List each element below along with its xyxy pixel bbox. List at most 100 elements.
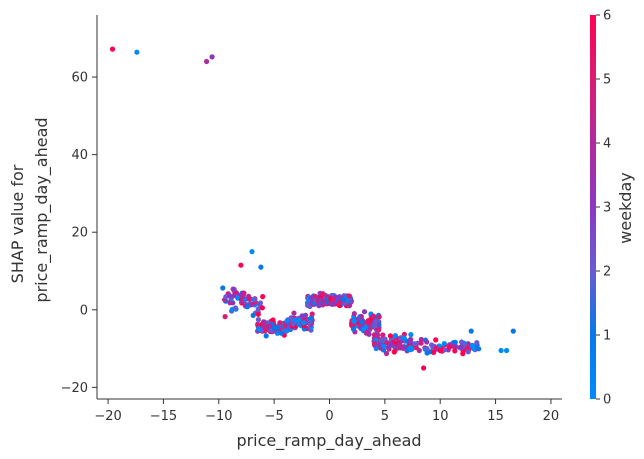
scatter-point (476, 346, 482, 352)
scatter-point (290, 321, 296, 327)
scatter-point-outlier (209, 54, 215, 60)
x-tick-label: 10 (432, 409, 449, 424)
scatter-point (330, 296, 336, 303)
x-tick-label: −10 (205, 409, 232, 424)
colorbar-title: weekday (616, 172, 635, 243)
scatter-point (308, 295, 314, 301)
scatter-point-outlier (204, 58, 210, 65)
scatter-point (277, 320, 283, 326)
scatter-point (363, 330, 369, 336)
scatter-point (382, 336, 388, 342)
scatter-point (244, 304, 250, 310)
scatter-point (330, 301, 336, 307)
scatter-point (365, 320, 371, 326)
scatter-point (408, 332, 414, 338)
scatter-point (284, 318, 290, 324)
scatter-point (391, 349, 397, 355)
scatter-point (347, 302, 353, 308)
colorbar-tick-label: 1 (603, 329, 611, 344)
scatter-point-outlier (504, 347, 510, 354)
scatter-point (424, 339, 430, 345)
scatter-point (250, 312, 256, 318)
scatter-point (351, 318, 357, 324)
x-tick-label: 15 (487, 409, 504, 424)
scatter-point (433, 337, 439, 343)
scatter-point (230, 286, 236, 292)
x-tick-label: −5 (265, 409, 284, 424)
x-tick-label: −15 (150, 409, 177, 424)
scatter-point (450, 343, 456, 349)
scatter-point (380, 332, 386, 338)
scatter-point (408, 345, 414, 351)
x-tick-label: −20 (94, 409, 121, 424)
scatter-point (350, 326, 356, 332)
scatter-point (388, 342, 394, 348)
scatter-point (340, 296, 346, 302)
colorbar-tick-label: 6 (603, 9, 611, 24)
scatter-point (459, 339, 465, 345)
x-tick-label: 5 (381, 409, 389, 424)
scatter-point (264, 323, 270, 329)
colorbar-tick-label: 5 (603, 73, 611, 88)
scatter-point (392, 333, 398, 339)
scatter-point (373, 318, 379, 325)
scatter-point (270, 317, 276, 323)
scatter-point (351, 311, 357, 317)
scatter-point (460, 351, 466, 357)
scatter-point (412, 341, 418, 347)
scatter-point (320, 302, 326, 308)
scatter-point-outlier (498, 347, 504, 354)
scatter-point (309, 311, 315, 317)
scatter-point (231, 292, 237, 299)
scatter-point (239, 299, 245, 305)
scatter-point (256, 326, 262, 332)
scatter-point-outlier (468, 328, 474, 334)
scatter-point-outlier (109, 46, 116, 52)
y-tick-label: 60 (71, 71, 88, 86)
colorbar-tick-label: 0 (603, 393, 611, 408)
scatter-point (299, 313, 305, 319)
scatter-point (376, 314, 382, 320)
scatter-point (232, 305, 239, 311)
scatter-point (255, 311, 261, 317)
scatter-point-outlier (258, 264, 264, 270)
scatter-point (370, 313, 376, 319)
scatter-point (361, 309, 368, 315)
scatter-point-outlier (510, 328, 516, 334)
scatter-point (291, 310, 297, 316)
scatter-point (274, 325, 280, 331)
colorbar-tick-label: 2 (603, 265, 611, 280)
scatter-point (222, 314, 228, 320)
y-axis-title-line-2: price_ramp_day_ahead (32, 117, 52, 302)
scatter-point (431, 349, 437, 355)
scatter-point (452, 348, 458, 354)
scatter-point (433, 345, 439, 351)
scatter-point (261, 319, 267, 325)
y-axis-title-line-1: SHAP value for (8, 164, 27, 283)
colorbar-tick-label: 3 (603, 201, 611, 216)
x-axis-title: price_ramp_day_ahead (236, 431, 421, 451)
scatter-point (465, 349, 471, 355)
scatter-point (337, 300, 343, 306)
scatter-point (401, 335, 407, 341)
scatter-point (474, 340, 480, 346)
scatter-point (381, 343, 387, 349)
scatter-point (371, 340, 377, 346)
scatter-point (301, 320, 307, 326)
scatter-point (358, 313, 364, 320)
scatter-point (387, 333, 393, 339)
colorbar-ticks: 0 1 2 3 4 5 6 (596, 9, 611, 408)
scatter-point (307, 319, 313, 325)
scatter-point-outlier (249, 249, 255, 255)
y-tick-label: 0 (80, 303, 88, 318)
scatter-point (437, 348, 443, 354)
scatter-point (346, 293, 352, 299)
scatter-point (418, 336, 424, 343)
scatter-point (446, 344, 452, 350)
scatter-point (252, 296, 258, 302)
scatter-point-outlier (421, 365, 427, 371)
scatter-point (359, 319, 365, 325)
colorbar (590, 15, 596, 399)
scatter-point (418, 340, 424, 346)
